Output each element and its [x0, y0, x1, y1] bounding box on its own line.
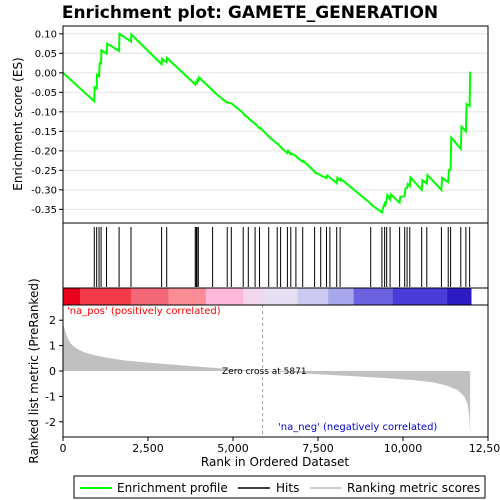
- es-ytick-label: -0.15: [31, 127, 57, 138]
- color-bar-segments: [63, 288, 472, 305]
- metric-xlabel: Rank in Ordered Dataset: [201, 455, 349, 469]
- metric-yticks: 2 1 0 -1 -2: [45, 314, 63, 429]
- metric-xtick-label: 10,000: [384, 442, 423, 455]
- es-ylabel: Enrichment score (ES): [11, 57, 25, 190]
- es-panel: 0.10 0.05 0.00 -0.05 -0.10 -0.15 -0.20 -0.25 -0.…: [11, 25, 489, 224]
- color-bar-segment: [353, 288, 394, 305]
- metric-xtick-label: 2,500: [132, 442, 164, 455]
- metric-ytick-label: 1: [49, 340, 56, 353]
- hits-panel: [62, 222, 489, 289]
- metric-xtick-label: 7,500: [302, 442, 334, 455]
- hit-lines: [93, 227, 471, 287]
- color-bar-segment: [80, 288, 132, 305]
- es-ytick-label: -0.05: [31, 88, 57, 99]
- legend-box: [73, 475, 486, 499]
- metric-ytick-label: 0: [49, 365, 56, 378]
- metric-xtick-label: 0: [60, 442, 67, 455]
- metric-panel: 2 1 0 -1 -2 0 2,500 5,000 7,500 10,000 12,500 'na…: [27, 278, 500, 469]
- es-ytick-label: -0.35: [31, 205, 57, 216]
- hits-panel-frame: [62, 222, 489, 289]
- color-bar-segment: [243, 288, 264, 305]
- metric-xticks: 0 2,500 5,000 7,500 10,000 12,500: [60, 437, 500, 455]
- zero-cross-label: Zero cross at 5871: [222, 367, 307, 377]
- ranking-metric-area: [63, 321, 471, 436]
- chart-title: Enrichment plot: GAMETE_GENERATION: [62, 3, 438, 23]
- es-ytick-label: 0.10: [35, 29, 57, 40]
- pos-label: 'na_pos' (positively correlated): [67, 306, 221, 317]
- es-ytick-label: -0.20: [31, 146, 57, 157]
- legend-hits-label: Hits: [276, 481, 299, 495]
- color-bar-segment: [392, 288, 448, 305]
- metric-ylabel: Ranked list metric (PreRanked): [27, 278, 41, 463]
- es-ytick-label: -0.10: [31, 107, 57, 118]
- es-ytick-label: 0.05: [35, 49, 57, 60]
- legend: Enrichment profile Hits Ranking metric s…: [73, 475, 486, 499]
- metric-xtick-label: 5,000: [217, 442, 249, 455]
- color-bar-segment: [168, 288, 207, 305]
- color-bar-segment: [328, 288, 355, 305]
- color-bar-segment: [131, 288, 169, 305]
- metric-xtick-label: 12,500: [469, 442, 500, 455]
- es-panel-frame: [62, 25, 489, 224]
- color-bar-segment: [297, 288, 329, 305]
- color-bar-segment: [262, 288, 299, 305]
- color-bar-segment: [205, 288, 244, 305]
- es-yticks: 0.10 0.05 0.00 -0.05 -0.10 -0.15 -0.20 -0.25 -0.…: [31, 29, 63, 216]
- enrichment-profile-line: [62, 31, 472, 215]
- color-bar-segment: [63, 288, 81, 305]
- es-ytick-label: 0.00: [35, 68, 57, 79]
- color-bar-segment: [447, 288, 472, 305]
- es-gridlines: [63, 33, 488, 210]
- legend-metric-label: Ranking metric scores: [347, 481, 480, 495]
- metric-ytick-label: -2: [45, 416, 56, 429]
- legend-profile-label: Enrichment profile: [117, 481, 228, 495]
- ranking-color-bar: [62, 287, 489, 306]
- metric-ytick-label: 2: [49, 314, 56, 327]
- neg-label: 'na_neg' (negatively correlated): [278, 422, 437, 433]
- metric-ytick-label: -1: [45, 390, 56, 403]
- es-ytick-label: -0.25: [31, 166, 57, 177]
- es-ytick-label: -0.30: [31, 185, 57, 196]
